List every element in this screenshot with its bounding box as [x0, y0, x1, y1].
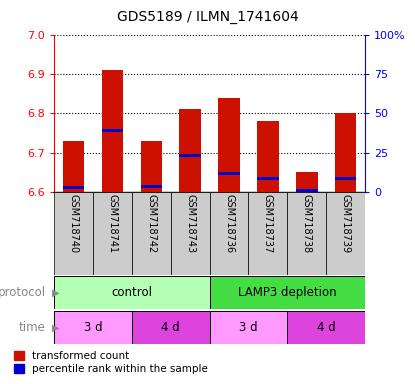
Bar — [179, 154, 201, 157]
Text: 4 d: 4 d — [161, 321, 180, 334]
Bar — [63, 186, 84, 189]
Bar — [210, 192, 249, 275]
Bar — [132, 311, 210, 344]
Text: GSM718742: GSM718742 — [146, 194, 156, 254]
Bar — [335, 113, 356, 192]
Text: 4 d: 4 d — [317, 321, 336, 334]
Text: GSM718741: GSM718741 — [107, 194, 117, 253]
Bar — [257, 121, 278, 192]
Bar — [257, 177, 278, 180]
Text: GSM718738: GSM718738 — [302, 194, 312, 253]
Text: GDS5189 / ILMN_1741604: GDS5189 / ILMN_1741604 — [117, 10, 298, 23]
Text: time: time — [19, 321, 46, 334]
Bar — [93, 192, 132, 275]
Text: GSM718739: GSM718739 — [341, 194, 351, 253]
Bar — [210, 276, 365, 309]
Text: GSM718743: GSM718743 — [185, 194, 195, 253]
Bar — [326, 192, 365, 275]
Bar — [63, 141, 84, 192]
Bar — [287, 311, 365, 344]
Bar — [287, 192, 326, 275]
Bar — [296, 189, 317, 192]
Bar — [171, 192, 210, 275]
Bar — [54, 192, 93, 275]
Text: GSM718740: GSM718740 — [68, 194, 78, 253]
Text: GSM718737: GSM718737 — [263, 194, 273, 254]
Bar — [141, 141, 162, 192]
Bar — [210, 311, 287, 344]
Text: LAMP3 depletion: LAMP3 depletion — [238, 286, 337, 299]
Text: ▶: ▶ — [52, 322, 59, 333]
Bar — [179, 109, 201, 192]
Bar — [102, 70, 123, 192]
Bar — [54, 311, 132, 344]
Bar — [249, 192, 287, 275]
Bar — [54, 276, 210, 309]
Bar — [132, 192, 171, 275]
Text: protocol: protocol — [0, 286, 46, 299]
Bar — [296, 172, 317, 192]
Text: 3 d: 3 d — [83, 321, 102, 334]
Bar — [335, 177, 356, 180]
Text: ▶: ▶ — [52, 288, 59, 298]
Text: control: control — [111, 286, 152, 299]
Text: 3 d: 3 d — [239, 321, 258, 334]
Bar — [141, 185, 162, 188]
Bar — [102, 129, 123, 132]
Legend: transformed count, percentile rank within the sample: transformed count, percentile rank withi… — [14, 351, 208, 374]
Bar — [218, 98, 240, 192]
Bar — [218, 172, 240, 175]
Text: GSM718736: GSM718736 — [224, 194, 234, 253]
